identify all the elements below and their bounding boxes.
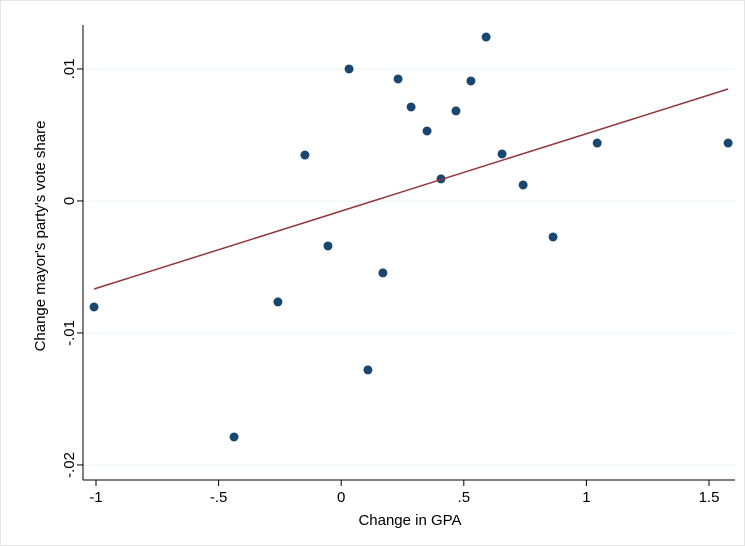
point [273, 297, 283, 307]
x-tick-label: 1.5 [699, 489, 720, 506]
x-tick-label: .5 [458, 489, 471, 506]
point [406, 102, 416, 112]
y-tick-label: 0 [61, 197, 78, 205]
point [89, 302, 99, 312]
point [481, 32, 491, 42]
point [497, 149, 507, 159]
point [229, 432, 239, 442]
point [451, 106, 461, 116]
x-tick-label: 1 [582, 489, 590, 506]
fit-line [93, 88, 729, 290]
y-tick-label: -.01 [61, 320, 78, 346]
point [300, 150, 310, 160]
point [393, 74, 403, 84]
point [548, 232, 558, 242]
point [518, 180, 528, 190]
point [378, 268, 388, 278]
y-axis-title: Change mayor's party's vote share [32, 121, 49, 352]
y-tick-label: -.02 [61, 452, 78, 478]
point [466, 76, 476, 86]
y-tick-label: .01 [61, 59, 78, 80]
point [323, 241, 333, 251]
point [422, 126, 432, 136]
point [592, 138, 602, 148]
x-tick-label: -1 [89, 489, 102, 506]
point [363, 365, 373, 375]
x-tick-label: -.5 [210, 489, 228, 506]
x-tick-label: 0 [337, 489, 345, 506]
point [344, 64, 354, 74]
point [723, 138, 733, 148]
x-axis-title: Change in GPA [358, 512, 461, 529]
